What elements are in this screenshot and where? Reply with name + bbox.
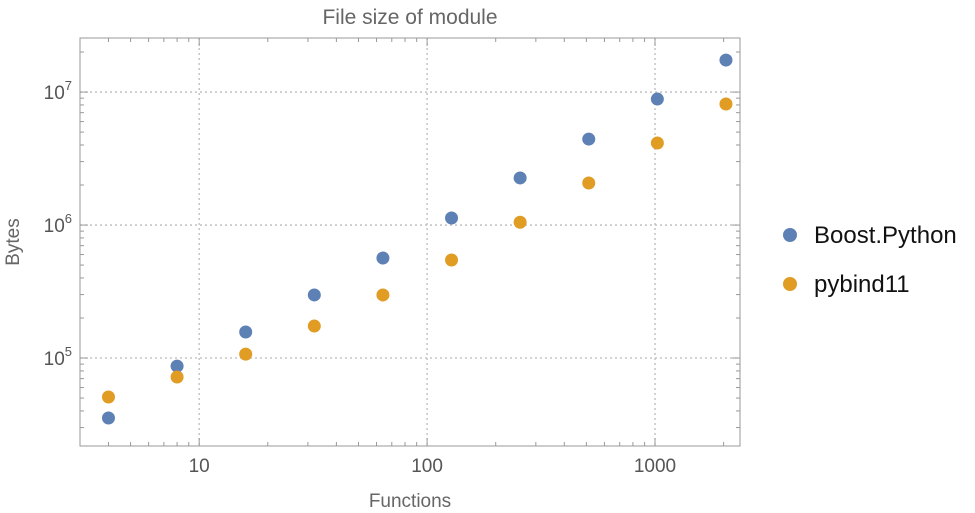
- point-boost-python: [307, 288, 321, 302]
- point-pybind11: [445, 253, 459, 267]
- legend-label-boost-python: Boost.Python: [814, 222, 957, 249]
- point-pybind11: [650, 136, 664, 150]
- point-boost-python: [445, 211, 459, 225]
- x-tick-label: 10: [189, 456, 210, 477]
- y-tick-label: 105: [44, 344, 72, 370]
- point-pybind11: [376, 288, 390, 302]
- point-boost-python: [170, 359, 184, 373]
- x-axis-label: Functions: [369, 491, 451, 512]
- gridlines: [80, 38, 740, 446]
- legend-label-pybind11: pybind11: [814, 271, 910, 298]
- x-tick-labels: 10 100 1000: [189, 456, 677, 477]
- data-points: [101, 53, 733, 425]
- legend-marker-pybind11: [783, 277, 797, 291]
- point-boost-python: [582, 132, 596, 146]
- point-boost-python: [650, 92, 664, 106]
- y-tick-label: 107: [44, 78, 72, 104]
- point-pybind11: [719, 97, 733, 111]
- y-tick-label: 106: [44, 211, 72, 237]
- plot-frame: [79, 37, 741, 447]
- y-tick-labels: 105 106 107: [44, 78, 72, 370]
- point-pybind11: [239, 347, 253, 361]
- point-boost-python: [719, 53, 733, 67]
- y-axis-label: Bytes: [3, 218, 24, 266]
- point-boost-python: [513, 171, 527, 185]
- x-tick-label: 1000: [634, 456, 676, 477]
- point-boost-python: [239, 325, 253, 339]
- point-pybind11: [582, 176, 596, 190]
- x-tick-label: 100: [411, 456, 443, 477]
- point-pybind11: [513, 215, 527, 229]
- point-boost-python: [101, 411, 115, 425]
- point-pybind11: [101, 390, 115, 404]
- chart-title: File size of module: [322, 6, 497, 29]
- legend: Boost.Python pybind11: [783, 222, 957, 298]
- legend-marker-boost-python: [783, 228, 797, 242]
- point-pybind11: [307, 319, 321, 333]
- axis-ticks: [79, 38, 740, 446]
- point-boost-python: [376, 251, 390, 265]
- point-pybind11: [170, 370, 184, 384]
